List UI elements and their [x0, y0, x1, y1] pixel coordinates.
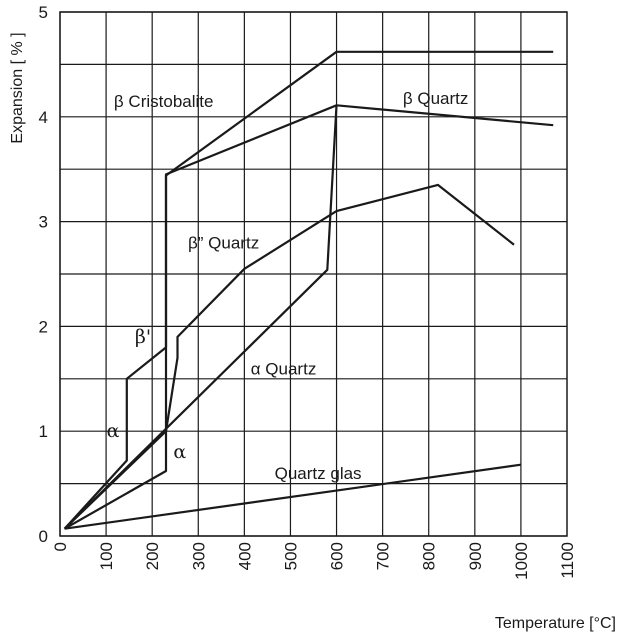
curve-annotations: β Cristobalite β Quartz β” Quartz β' α Quart…	[107, 89, 469, 483]
x-tick-label: 200	[143, 542, 162, 570]
series-line	[63, 183, 515, 530]
plot-frame	[59, 11, 568, 537]
x-tick-label: 100	[97, 542, 116, 570]
x-axis-title: Temperature [°C]	[495, 615, 616, 632]
x-tick-label: 800	[420, 542, 439, 570]
annotation-label: β'	[135, 326, 151, 348]
y-tick-label: 2	[39, 317, 48, 336]
series-line	[63, 105, 338, 530]
annotation-label: α	[107, 420, 120, 442]
annotation-label: β Quartz	[403, 89, 469, 108]
x-tick-label: 900	[466, 542, 485, 570]
x-tick-labels: 0 100 200 300 400 500 600 700 800 900 1000 1100	[51, 542, 577, 580]
x-tick-label: 1100	[558, 542, 577, 579]
x-tick-label: 400	[235, 542, 254, 570]
annotation-label: α	[173, 441, 186, 463]
annotation-label: β Cristobalite	[114, 92, 214, 111]
y-tick-labels: 0 1 2 3 4 5	[39, 3, 48, 546]
series-line	[64, 104, 554, 530]
x-tick-label: 700	[374, 542, 393, 570]
x-tick-label: 300	[189, 542, 208, 570]
y-tick-label: 1	[39, 422, 48, 441]
y-axis-title: Expansion [ % ]	[9, 32, 26, 143]
annotation-label: α Quartz	[251, 359, 317, 378]
x-tick-label: 500	[281, 542, 300, 570]
y-tick-label: 3	[39, 213, 48, 232]
series-line	[64, 463, 522, 530]
series-layer	[63, 50, 554, 530]
annotation-label: Quartz glas	[275, 464, 362, 483]
y-tick-label: 5	[39, 3, 48, 22]
x-tick-label: 0	[51, 542, 70, 551]
x-tick-label: 1000	[512, 542, 531, 580]
annotation-label: β” Quartz	[188, 234, 259, 253]
y-tick-label: 0	[39, 527, 48, 546]
y-tick-label: 4	[39, 108, 48, 127]
x-tick-label: 600	[328, 542, 347, 570]
